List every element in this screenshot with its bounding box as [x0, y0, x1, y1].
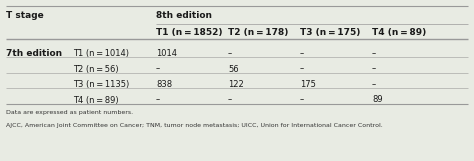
Text: –: – [228, 49, 232, 58]
Text: 838: 838 [156, 80, 172, 89]
Text: T3 (n = 175): T3 (n = 175) [300, 28, 360, 37]
Text: –: – [300, 95, 304, 104]
Text: 8th edition: 8th edition [156, 11, 212, 20]
Text: T1 (n = 1014): T1 (n = 1014) [73, 49, 129, 58]
Text: –: – [228, 95, 232, 104]
Text: Data are expressed as patient numbers.: Data are expressed as patient numbers. [6, 110, 133, 115]
Text: –: – [372, 65, 376, 74]
Text: –: – [300, 65, 304, 74]
Text: T4 (n = 89): T4 (n = 89) [73, 95, 118, 104]
Text: T stage: T stage [6, 11, 44, 20]
Text: 56: 56 [228, 65, 238, 74]
Text: T2 (n = 178): T2 (n = 178) [228, 28, 288, 37]
Text: 122: 122 [228, 80, 244, 89]
Text: 175: 175 [300, 80, 316, 89]
Text: 1014: 1014 [156, 49, 177, 58]
Text: T3 (n = 1135): T3 (n = 1135) [73, 80, 129, 89]
Text: –: – [300, 49, 304, 58]
Text: –: – [372, 49, 376, 58]
Text: T1 (n = 1852): T1 (n = 1852) [156, 28, 222, 37]
Text: –: – [372, 80, 376, 89]
Text: AJCC, American Joint Committee on Cancer; TNM, tumor node metastasis; UICC, Unio: AJCC, American Joint Committee on Cancer… [6, 123, 383, 128]
Text: –: – [156, 95, 160, 104]
Text: T2 (n = 56): T2 (n = 56) [73, 65, 118, 74]
Text: –: – [156, 65, 160, 74]
Text: 89: 89 [372, 95, 383, 104]
Text: 7th edition: 7th edition [6, 49, 62, 58]
Text: T4 (n = 89): T4 (n = 89) [372, 28, 426, 37]
